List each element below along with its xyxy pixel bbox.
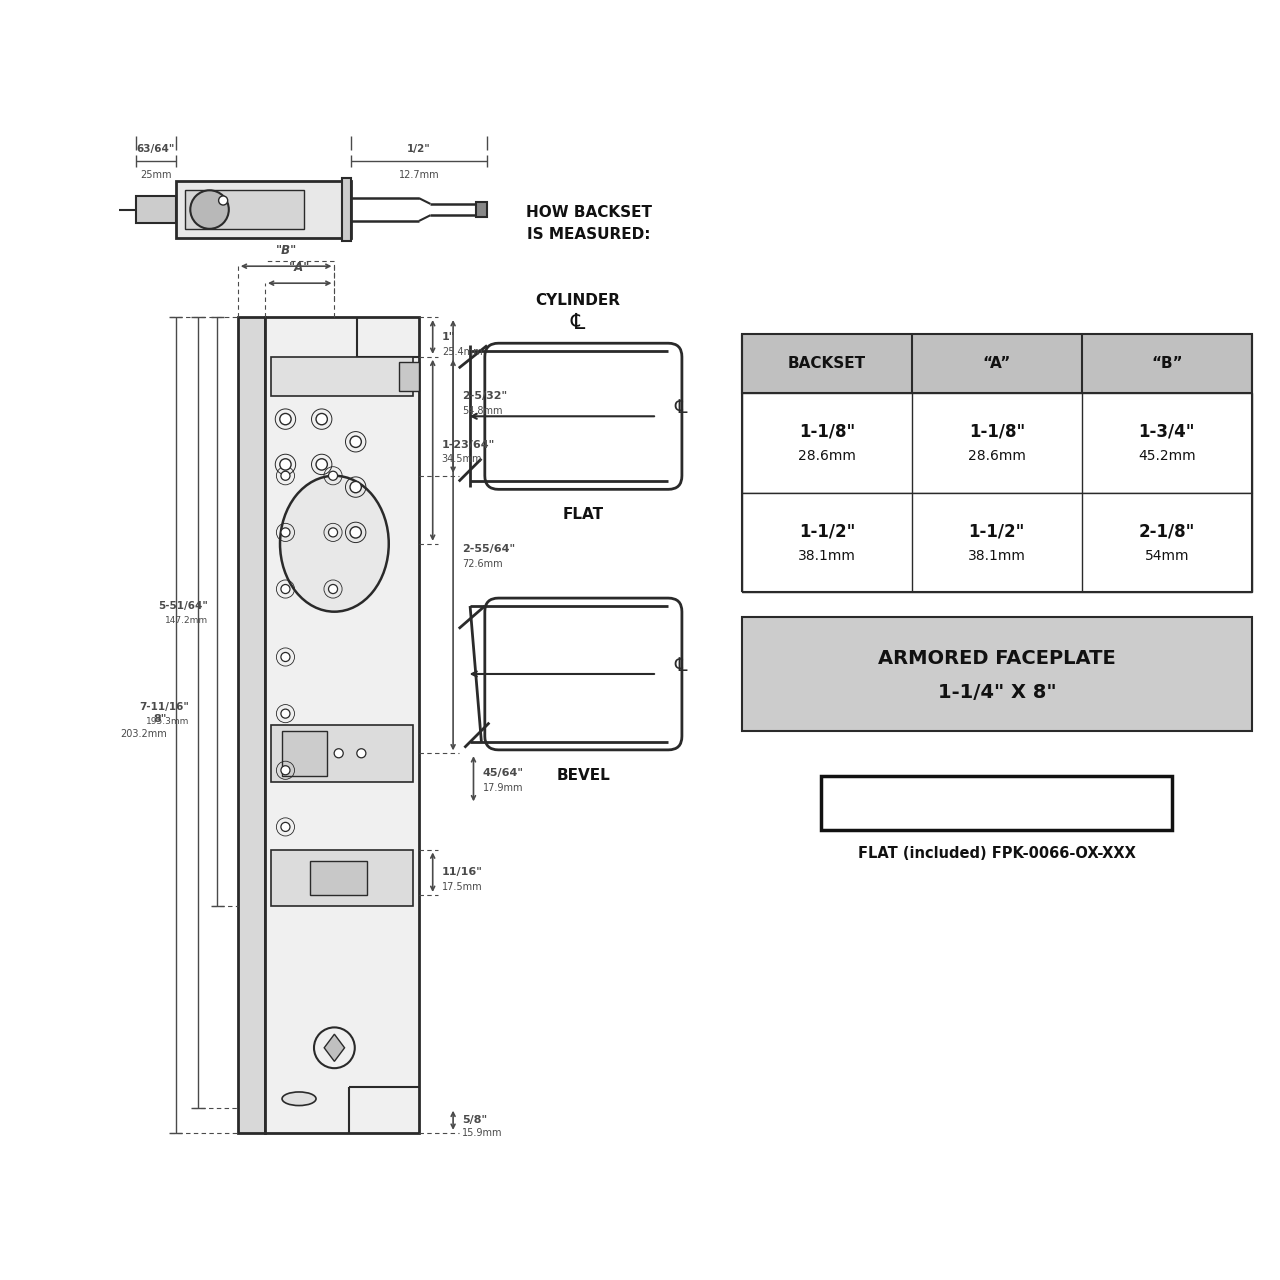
Text: 25.4mm: 25.4mm bbox=[442, 347, 483, 357]
Text: FLAT: FLAT bbox=[563, 507, 604, 522]
Text: 1-1/2": 1-1/2" bbox=[969, 522, 1025, 540]
Text: “A”: “A” bbox=[983, 356, 1011, 371]
Bar bbox=[238, 317, 265, 1133]
Circle shape bbox=[280, 471, 291, 480]
Text: 15.9mm: 15.9mm bbox=[462, 1128, 503, 1138]
Circle shape bbox=[314, 1028, 355, 1069]
Bar bbox=[271, 724, 413, 782]
Text: 1-23/64": 1-23/64" bbox=[442, 439, 495, 449]
Text: 28.6mm: 28.6mm bbox=[968, 449, 1025, 463]
Circle shape bbox=[280, 413, 291, 425]
Bar bbox=[310, 861, 367, 895]
Text: 5/8": 5/8" bbox=[462, 1115, 488, 1125]
Bar bbox=[476, 202, 488, 218]
Text: 1-1/2": 1-1/2" bbox=[799, 522, 855, 540]
Text: 11/16": 11/16" bbox=[442, 868, 483, 877]
Text: IS MEASURED:: IS MEASURED: bbox=[527, 227, 650, 242]
Text: 203.2mm: 203.2mm bbox=[120, 730, 166, 739]
Circle shape bbox=[349, 481, 361, 493]
Bar bbox=[742, 393, 1252, 493]
Text: 25mm: 25mm bbox=[140, 170, 172, 180]
Circle shape bbox=[280, 458, 291, 470]
Circle shape bbox=[329, 585, 338, 594]
Text: 1/2": 1/2" bbox=[407, 145, 431, 154]
Text: 147.2mm: 147.2mm bbox=[165, 616, 209, 625]
Text: 28.6mm: 28.6mm bbox=[797, 449, 856, 463]
Bar bbox=[342, 178, 351, 241]
Circle shape bbox=[357, 749, 366, 758]
Bar bbox=[265, 317, 419, 1133]
Text: 63/64": 63/64" bbox=[137, 145, 175, 154]
Text: 1": 1" bbox=[442, 332, 456, 342]
Bar bbox=[136, 196, 175, 223]
Circle shape bbox=[280, 709, 291, 718]
Text: CYLINDER: CYLINDER bbox=[535, 293, 621, 307]
Bar bbox=[271, 357, 413, 397]
Bar bbox=[282, 731, 328, 776]
Text: ℄: ℄ bbox=[675, 398, 686, 417]
Bar bbox=[822, 776, 1172, 831]
Text: “B”: “B” bbox=[1151, 356, 1183, 371]
Text: 12.7mm: 12.7mm bbox=[399, 170, 439, 180]
Circle shape bbox=[349, 436, 361, 448]
Ellipse shape bbox=[282, 1092, 316, 1106]
Text: 1-3/4": 1-3/4" bbox=[1138, 422, 1196, 440]
Text: 45/64": 45/64" bbox=[483, 768, 524, 778]
FancyBboxPatch shape bbox=[485, 343, 682, 489]
Text: BEVEL: BEVEL bbox=[557, 768, 611, 783]
Text: 8": 8" bbox=[154, 714, 166, 724]
Bar bbox=[271, 850, 413, 906]
Bar bbox=[399, 362, 419, 390]
Circle shape bbox=[280, 585, 291, 594]
Text: 54.8mm: 54.8mm bbox=[462, 406, 503, 416]
Bar bbox=[742, 334, 1252, 393]
Circle shape bbox=[349, 527, 361, 538]
Circle shape bbox=[280, 765, 291, 774]
Circle shape bbox=[280, 527, 291, 536]
Text: "A": "A" bbox=[289, 261, 311, 274]
Circle shape bbox=[316, 458, 328, 470]
Text: 1-1/4" X 8": 1-1/4" X 8" bbox=[937, 682, 1056, 701]
Text: BACKSET: BACKSET bbox=[788, 356, 867, 371]
Bar bbox=[742, 493, 1252, 593]
Ellipse shape bbox=[280, 476, 389, 612]
Circle shape bbox=[219, 196, 228, 205]
Text: 72.6mm: 72.6mm bbox=[462, 559, 503, 570]
Text: 1-1/8": 1-1/8" bbox=[799, 422, 855, 440]
Circle shape bbox=[280, 653, 291, 662]
Polygon shape bbox=[324, 1034, 344, 1061]
FancyBboxPatch shape bbox=[485, 598, 682, 750]
Text: 7-11/16": 7-11/16" bbox=[140, 701, 189, 712]
Bar bbox=[742, 617, 1252, 731]
Circle shape bbox=[329, 527, 338, 536]
Text: 2-1/8": 2-1/8" bbox=[1138, 522, 1196, 540]
Text: 2-55/64": 2-55/64" bbox=[462, 544, 516, 554]
Text: "B": "B" bbox=[275, 244, 297, 257]
Circle shape bbox=[280, 822, 291, 832]
Circle shape bbox=[191, 191, 229, 229]
Bar bbox=[184, 191, 303, 229]
Text: 195.3mm: 195.3mm bbox=[146, 717, 189, 726]
Text: ℄: ℄ bbox=[571, 312, 585, 333]
Text: ARMORED FACEPLATE: ARMORED FACEPLATE bbox=[878, 649, 1116, 668]
Text: 2-5/32": 2-5/32" bbox=[462, 392, 507, 402]
Text: FLAT (included) FPK-0066-OX-XXX: FLAT (included) FPK-0066-OX-XXX bbox=[858, 846, 1135, 861]
Bar bbox=[175, 182, 351, 238]
Text: 1-1/8": 1-1/8" bbox=[969, 422, 1025, 440]
Text: 45.2mm: 45.2mm bbox=[1138, 449, 1196, 463]
Circle shape bbox=[316, 413, 328, 425]
Circle shape bbox=[334, 749, 343, 758]
Text: 38.1mm: 38.1mm bbox=[797, 549, 856, 563]
Circle shape bbox=[329, 471, 338, 480]
Text: 38.1mm: 38.1mm bbox=[968, 549, 1025, 563]
Text: 17.9mm: 17.9mm bbox=[483, 783, 524, 792]
Text: ℄: ℄ bbox=[675, 655, 686, 675]
Text: 5-51/64": 5-51/64" bbox=[159, 602, 209, 611]
Text: 17.5mm: 17.5mm bbox=[442, 882, 483, 892]
Text: 34.5mm: 34.5mm bbox=[442, 454, 483, 465]
Text: 54mm: 54mm bbox=[1144, 549, 1189, 563]
Text: HOW BACKSET: HOW BACKSET bbox=[526, 206, 652, 220]
